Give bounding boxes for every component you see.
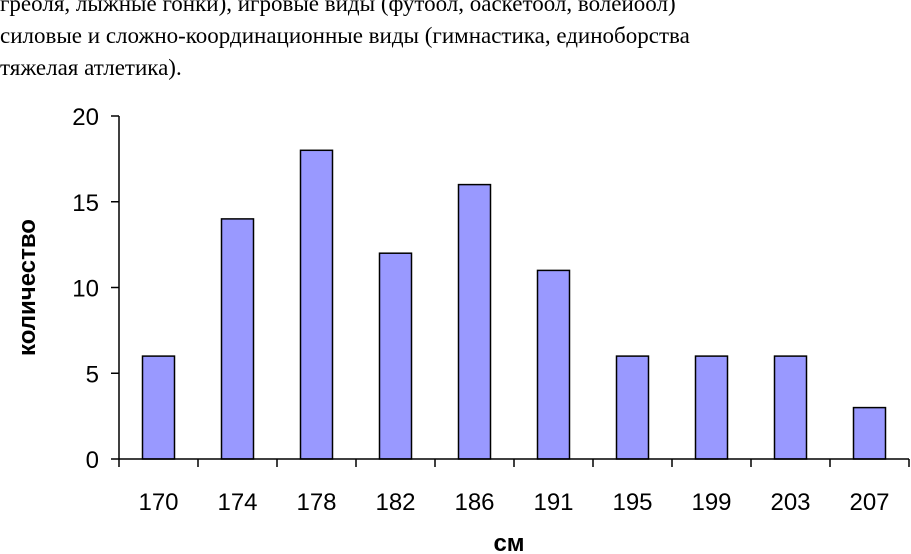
y-tick-label: 10 [72, 276, 99, 303]
text-line: силовые и сложно-координационные виды (г… [0, 23, 690, 48]
bar [299, 149, 334, 460]
x-tick-label: 195 [612, 489, 652, 516]
bar [773, 355, 808, 460]
labels-group: 0 5 10 15 20 170 174 178 182 186 191 195 199 203 207 [72, 104, 889, 516]
bar [694, 355, 729, 460]
x-tick-label: 178 [296, 489, 336, 516]
x-tick-label: 199 [691, 489, 731, 516]
x-tick-label: 207 [849, 489, 889, 516]
bar [536, 269, 571, 460]
y-tick-label: 0 [86, 447, 99, 474]
bar [457, 183, 492, 460]
text-line: тяжелая атлетика). [0, 55, 182, 80]
axes-group [111, 115, 910, 467]
bar [615, 355, 650, 460]
x-tick-label: 186 [454, 489, 494, 516]
text-line: греоля, лыжные гонки), игровые виды (фут… [0, 0, 676, 16]
bar [141, 355, 176, 460]
y-axis-title: количество [14, 219, 41, 356]
x-axis-title: см [493, 530, 524, 554]
y-tick-label: 15 [72, 190, 99, 217]
bar [220, 218, 255, 460]
document-text: греоля, лыжные гонки), игровые виды (фут… [0, 0, 911, 84]
y-tick-label: 5 [86, 361, 99, 388]
x-tick-label: 174 [217, 489, 257, 516]
bars-group [141, 149, 887, 460]
bar [852, 406, 887, 460]
x-tick-label: 191 [533, 489, 573, 516]
y-tick-label: 20 [72, 104, 99, 131]
x-tick-label: 170 [138, 489, 178, 516]
x-tick-label: 203 [770, 489, 810, 516]
x-tick-label: 182 [375, 489, 415, 516]
bar [378, 252, 413, 460]
